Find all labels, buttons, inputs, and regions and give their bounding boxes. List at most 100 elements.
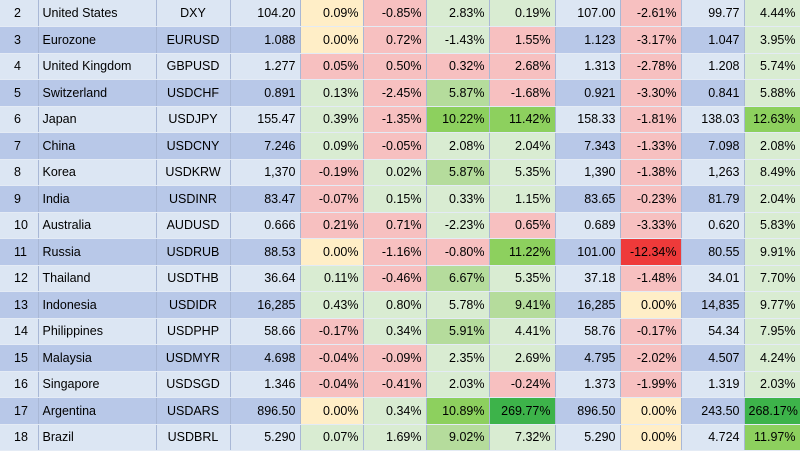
table-row: 8 Korea USDKRW 1,370 -0.19% 0.02% 5.87% 5.35% 1,… bbox=[0, 159, 800, 186]
change-cell: 0.43% bbox=[300, 291, 364, 319]
ticker-cell: USDJPY bbox=[156, 106, 231, 133]
row-number-cell: 15 bbox=[0, 344, 39, 372]
low-cell: 81.79 bbox=[681, 185, 745, 213]
from-low-cell: 2.04% bbox=[744, 185, 800, 213]
ticker-cell: DXY bbox=[156, 0, 231, 27]
change-cell: 0.39% bbox=[300, 106, 364, 133]
change-cell: -1.16% bbox=[363, 238, 427, 266]
country-cell: India bbox=[38, 185, 157, 213]
change-cell: 2.35% bbox=[426, 344, 490, 372]
row-number-cell: 5 bbox=[0, 79, 39, 107]
ticker-cell: USDSGD bbox=[156, 371, 231, 398]
price-cell: 58.66 bbox=[230, 318, 301, 345]
row-number-cell: 17 bbox=[0, 397, 39, 425]
change-cell: 2.68% bbox=[489, 53, 556, 80]
from-low-cell: 5.74% bbox=[744, 53, 800, 80]
low-cell: 14,835 bbox=[681, 291, 745, 319]
table-row: 3 Eurozone EURUSD 1.088 0.00% 0.72% -1.43% 1.55… bbox=[0, 26, 800, 54]
change-cell: -0.46% bbox=[363, 265, 427, 292]
price-cell: 155.47 bbox=[230, 106, 301, 133]
table-row: 12 Thailand USDTHB 36.64 0.11% -0.46% 6.67% 5.3… bbox=[0, 265, 800, 292]
ticker-cell: AUDUSD bbox=[156, 212, 231, 239]
change-cell: 2.08% bbox=[426, 132, 490, 160]
from-low-cell: 8.49% bbox=[744, 159, 800, 186]
ticker-cell: USDINR bbox=[156, 185, 231, 213]
price-cell: 88.53 bbox=[230, 238, 301, 266]
table-row: 4 United Kingdom GBPUSD 1.277 0.05% 0.50% 0.32… bbox=[0, 53, 800, 80]
price-cell: 0.666 bbox=[230, 212, 301, 239]
low-cell: 1.319 bbox=[681, 371, 745, 398]
change-cell: 0.07% bbox=[300, 424, 364, 451]
country-cell: Brazil bbox=[38, 424, 157, 451]
change-cell: -0.24% bbox=[489, 371, 556, 398]
from-low-cell: 9.91% bbox=[744, 238, 800, 266]
from-low-cell: 5.88% bbox=[744, 79, 800, 107]
from-high-cell: -1.38% bbox=[620, 159, 682, 186]
country-cell: Switzerland bbox=[38, 79, 157, 107]
change-cell: -0.04% bbox=[300, 344, 364, 372]
change-cell: 7.32% bbox=[489, 424, 556, 451]
low-cell: 1.047 bbox=[681, 26, 745, 54]
change-cell: 0.33% bbox=[426, 185, 490, 213]
price-cell: 1,370 bbox=[230, 159, 301, 186]
ticker-cell: EURUSD bbox=[156, 26, 231, 54]
row-number-cell: 2 bbox=[0, 0, 39, 27]
row-number-cell: 8 bbox=[0, 159, 39, 186]
change-cell: 10.22% bbox=[426, 106, 490, 133]
price-cell: 36.64 bbox=[230, 265, 301, 292]
change-cell: 10.89% bbox=[426, 397, 490, 425]
from-high-cell: -1.48% bbox=[620, 265, 682, 292]
change-cell: -0.17% bbox=[300, 318, 364, 345]
price-cell: 896.50 bbox=[230, 397, 301, 425]
row-number-cell: 12 bbox=[0, 265, 39, 292]
table-row: 15 Malaysia USDMYR 4.698 -0.04% -0.09% 2.35% 2.… bbox=[0, 344, 800, 372]
country-cell: Russia bbox=[38, 238, 157, 266]
ticker-cell: GBPUSD bbox=[156, 53, 231, 80]
change-cell: 0.80% bbox=[363, 291, 427, 319]
change-cell: -0.80% bbox=[426, 238, 490, 266]
table-row: 17 Argentina USDARS 896.50 0.00% 0.34% 10.89% 2… bbox=[0, 397, 800, 425]
price-cell: 1.277 bbox=[230, 53, 301, 80]
low-cell: 54.34 bbox=[681, 318, 745, 345]
change-cell: 5.91% bbox=[426, 318, 490, 345]
change-cell: 2.83% bbox=[426, 0, 490, 27]
row-number-cell: 16 bbox=[0, 371, 39, 398]
table-row: 18 Brazil USDBRL 5.290 0.07% 1.69% 9.02% 7.32% 5… bbox=[0, 424, 800, 451]
country-cell: United States bbox=[38, 0, 157, 27]
from-low-cell: 2.03% bbox=[744, 371, 800, 398]
low-cell: 7.098 bbox=[681, 132, 745, 160]
price-cell: 1.088 bbox=[230, 26, 301, 54]
ticker-cell: USDTHB bbox=[156, 265, 231, 292]
change-cell: 2.04% bbox=[489, 132, 556, 160]
change-cell: 0.05% bbox=[300, 53, 364, 80]
change-cell: 0.71% bbox=[363, 212, 427, 239]
from-low-cell: 268.17% bbox=[744, 397, 800, 425]
country-cell: Thailand bbox=[38, 265, 157, 292]
price-cell: 83.47 bbox=[230, 185, 301, 213]
from-high-cell: -1.81% bbox=[620, 106, 682, 133]
low-cell: 1,263 bbox=[681, 159, 745, 186]
high-cell: 896.50 bbox=[555, 397, 621, 425]
high-cell: 5.290 bbox=[555, 424, 621, 451]
from-high-cell: 0.00% bbox=[620, 424, 682, 451]
low-cell: 1.208 bbox=[681, 53, 745, 80]
from-low-cell: 7.95% bbox=[744, 318, 800, 345]
change-cell: -0.41% bbox=[363, 371, 427, 398]
row-number-cell: 14 bbox=[0, 318, 39, 345]
price-cell: 0.891 bbox=[230, 79, 301, 107]
change-cell: -2.45% bbox=[363, 79, 427, 107]
low-cell: 0.620 bbox=[681, 212, 745, 239]
from-low-cell: 12.63% bbox=[744, 106, 800, 133]
from-high-cell: -3.30% bbox=[620, 79, 682, 107]
low-cell: 99.77 bbox=[681, 0, 745, 27]
low-cell: 34.01 bbox=[681, 265, 745, 292]
row-number-cell: 9 bbox=[0, 185, 39, 213]
row-number-cell: 11 bbox=[0, 238, 39, 266]
change-cell: 0.00% bbox=[300, 397, 364, 425]
table-row: 14 Philippines USDPHP 58.66 -0.17% 0.34% 5.91%… bbox=[0, 318, 800, 345]
row-number-cell: 18 bbox=[0, 424, 39, 451]
change-cell: 0.00% bbox=[300, 238, 364, 266]
from-high-cell: -1.33% bbox=[620, 132, 682, 160]
